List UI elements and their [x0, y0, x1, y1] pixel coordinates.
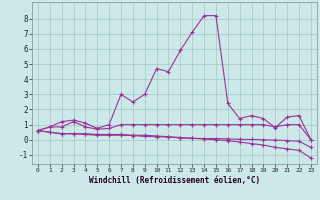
X-axis label: Windchill (Refroidissement éolien,°C): Windchill (Refroidissement éolien,°C)	[89, 176, 260, 185]
